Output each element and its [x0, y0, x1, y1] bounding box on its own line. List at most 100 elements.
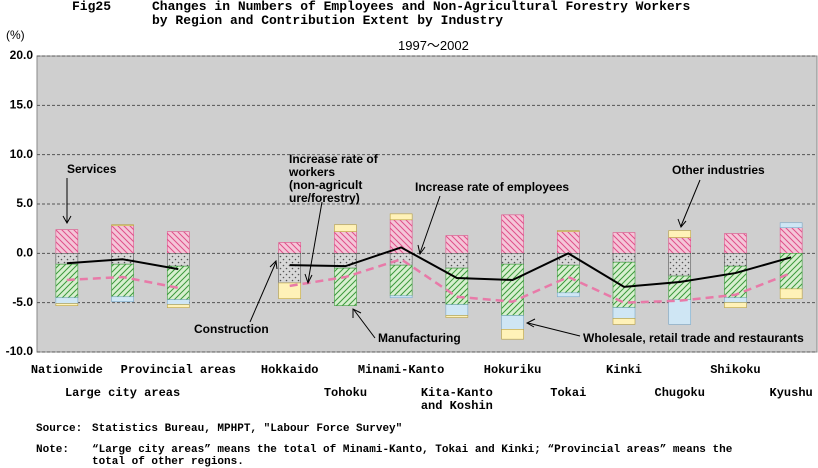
bar-segment: [668, 275, 692, 301]
bar-segment: [668, 237, 692, 254]
source: Statistics Bureau, MPHPT, "Labour Force …: [92, 423, 403, 435]
bar-segment: [612, 261, 636, 308]
arrow: [527, 322, 581, 337]
bar-segment: [668, 299, 692, 325]
bar-segment: [501, 263, 524, 316]
bar-segment: [278, 282, 302, 300]
bar-segment: [111, 225, 134, 254]
bar-segment: [445, 235, 469, 254]
annotation: Other industries: [672, 163, 765, 177]
arrow-head: [62, 215, 72, 225]
arrow-head: [269, 259, 278, 270]
bar-segment: [501, 214, 524, 254]
bar-segment: [556, 292, 580, 298]
bar-segment: [389, 264, 413, 297]
bar-segment: [556, 264, 580, 294]
bar-segment: [389, 295, 413, 299]
x-tick-label: Hokuriku: [483, 363, 542, 377]
bar-segment: [556, 230, 580, 232]
arrow: [249, 261, 277, 323]
annotation: Increase rate of workers (non-agricult u…: [289, 152, 378, 205]
x-tick-label: Kinki: [605, 363, 643, 377]
x-tick-label: Kyushu: [769, 386, 813, 400]
x-tick-label: Hokkaido: [260, 363, 319, 377]
y-tick-label: -5.0: [12, 295, 33, 309]
bar-segment: [334, 231, 357, 254]
bar-segment: [501, 315, 524, 330]
bar-segment: [501, 253, 524, 265]
bar-segment: [55, 263, 79, 299]
arrow-head: [352, 308, 362, 318]
annotation: Construction: [194, 322, 269, 336]
bar-segment: [111, 296, 134, 302]
y-tick-label: 15.0: [10, 98, 34, 112]
bar-segment: [55, 229, 79, 254]
bar-segment: [501, 329, 524, 340]
bar-segment: [779, 288, 803, 300]
note: “Large city areas” means the total of Mi…: [92, 444, 733, 468]
bar-segment: [556, 253, 580, 266]
bar-segment: [334, 224, 357, 232]
bar-segment: [445, 253, 469, 269]
x-tick-label: Nationwide: [30, 363, 103, 377]
source-label: Source:: [36, 423, 83, 435]
arrow: [419, 195, 441, 254]
bar-segment: [668, 230, 692, 238]
y-unit: (%): [6, 28, 25, 42]
bar-segment: [334, 267, 357, 306]
bar-segment: [668, 253, 692, 277]
y-tick-label: 20.0: [10, 48, 34, 62]
bar-segment: [166, 304, 190, 308]
bar-segment: [779, 227, 803, 254]
bar-segment: [556, 231, 580, 254]
line-series: [66, 246, 792, 288]
arrow: [353, 309, 376, 339]
x-tick-label: Minami-Kanto: [357, 363, 445, 377]
bar-segment: [278, 242, 302, 254]
bar-segment: [111, 263, 134, 298]
note-label: Note:: [36, 444, 70, 456]
bar-segment: [779, 222, 803, 228]
x-tick-label: Shikoku: [710, 363, 761, 377]
bar-segment: [445, 304, 469, 316]
x-tick-label: Large city areas: [64, 386, 181, 400]
annotation-arrows: [62, 178, 701, 339]
chart-title: Changes in Numbers of Employees and Non-…: [152, 0, 691, 28]
figure-label: Fig25: [72, 0, 112, 14]
bar-segment: [612, 232, 636, 254]
x-tick-label: Provincial areas: [120, 363, 236, 377]
x-tick-label: Chugoku: [654, 386, 705, 400]
bar-segment: [55, 303, 79, 306]
bar-segment: [724, 302, 747, 308]
annotation: Wholesale, retail trade and restaurants: [583, 331, 804, 345]
y-tick-label: 10.0: [10, 147, 34, 161]
bar-segment: [445, 315, 469, 318]
arrow-head: [304, 273, 313, 285]
bar-segment: [724, 297, 747, 303]
bar-segment: [724, 253, 747, 267]
bar-segment: [166, 231, 190, 254]
y-tick-label: 0.0: [16, 246, 33, 260]
bar-segment: [166, 299, 190, 305]
bar-segment: [55, 297, 79, 304]
bar-segment: [724, 233, 747, 254]
y-tick-label: 5.0: [16, 196, 33, 210]
x-tick-label: Kita-Kanto and Koshin: [420, 386, 493, 413]
bar-segment: [612, 307, 636, 319]
bar-segment: [166, 253, 190, 267]
x-tick-label: Tohoku: [323, 386, 368, 400]
chart-subtitle: 1997～2002: [398, 38, 469, 53]
bar-segment: [612, 253, 636, 263]
arrow: [680, 179, 701, 227]
arrow-head: [417, 244, 426, 256]
x-tick-label: Tokai: [550, 386, 587, 400]
bar-segment: [612, 318, 636, 325]
bar-segment: [111, 224, 134, 227]
arrow: [307, 201, 323, 283]
annotation: Services: [67, 162, 117, 176]
annotation: Increase rate of employees: [415, 180, 570, 194]
bar-segment: [389, 213, 413, 221]
bar-segment: [278, 253, 302, 284]
